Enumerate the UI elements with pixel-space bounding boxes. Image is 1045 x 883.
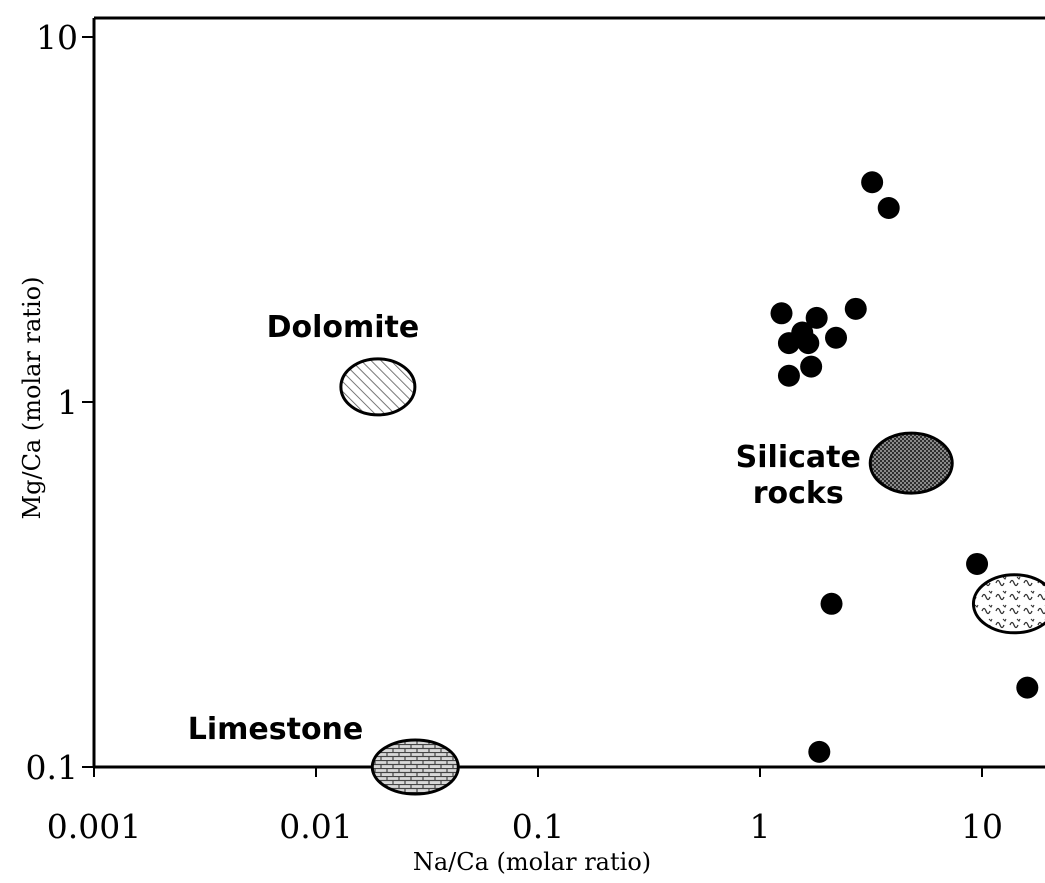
y-tick-label: 1: [57, 383, 78, 422]
data-point: [770, 302, 793, 325]
data-point: [777, 332, 800, 355]
axes: 0.001 0.01 0.1 1 10 0.1 1 10: [26, 16, 1045, 846]
data-point: [800, 355, 823, 378]
data-point: [966, 552, 989, 575]
points-layer: [770, 171, 1039, 763]
region-label: rocks: [753, 476, 844, 511]
x-tick-label: 10: [961, 807, 1003, 846]
x-axis-title: Na/Ca (molar ratio): [413, 848, 651, 876]
region-label: Dolomite: [267, 310, 420, 345]
data-point: [808, 740, 831, 763]
data-point: [805, 306, 828, 329]
region-label: Silicate: [736, 440, 861, 475]
data-point: [877, 197, 900, 220]
x-tick-label: 0.1: [512, 807, 564, 846]
region-dolomite: [339, 357, 417, 417]
data-point: [1016, 676, 1039, 699]
x-tick-label: 0.001: [47, 807, 141, 846]
x-tick-label: 0.01: [279, 807, 352, 846]
region-limestone: [370, 738, 460, 796]
data-point: [825, 326, 848, 349]
region-label: Limestone: [188, 712, 364, 747]
x-tick-label: 1: [750, 807, 771, 846]
data-point: [861, 171, 884, 194]
region-unlabeled: [971, 573, 1045, 635]
data-point: [820, 592, 843, 615]
y-tick-label: 0.1: [26, 748, 78, 787]
region-silicate-rocks: [868, 431, 954, 495]
data-point: [844, 297, 867, 320]
data-point: [777, 364, 800, 387]
y-tick-label: 10: [36, 18, 78, 57]
data-point: [797, 332, 820, 355]
y-axis-title: Mg/Ca (molar ratio): [18, 277, 46, 520]
